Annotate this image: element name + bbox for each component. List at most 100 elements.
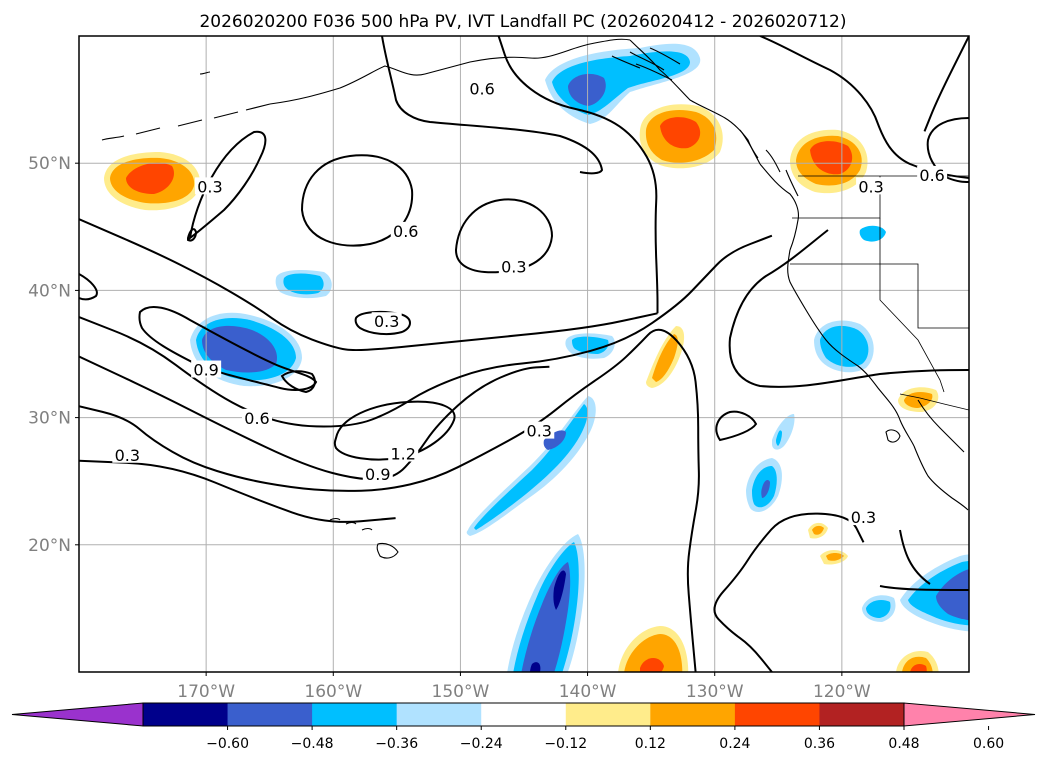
colorbar-tick-label-1: −0.48 — [291, 736, 334, 752]
contour-0-3-west-edge — [79, 273, 98, 301]
political-borders — [790, 175, 969, 411]
neg-anomaly-small-north-mid — [283, 273, 324, 295]
colorbar-tick-label-5: 0.12 — [635, 736, 666, 752]
contour-label-bg-0 — [467, 79, 498, 97]
channel-islands — [885, 429, 901, 443]
contour-0-6-southeast — [879, 529, 969, 591]
coastlines — [101, 38, 969, 559]
pos-anomaly-south-east-core — [910, 664, 927, 672]
contour-0-6-closed-small — [354, 310, 411, 336]
colorbar-frame — [142, 702, 905, 727]
alaska-islands — [611, 47, 681, 81]
lon-tick-label-4: 130°W — [686, 682, 744, 702]
colorbar-segment-1 — [227, 703, 313, 726]
neg-anomaly-mexico-coast-core — [936, 569, 969, 621]
lat-tick-label-3: 20°N — [28, 536, 71, 556]
bc-islands — [739, 129, 799, 197]
contour-label-bg-8 — [388, 444, 419, 462]
contour-label-bg-7 — [524, 421, 555, 439]
contour-label-10: 0.3 — [115, 446, 140, 465]
lon-tick-label-3: 140°W — [559, 682, 617, 702]
contour-label-11: 0.3 — [858, 177, 883, 196]
alaska-coastline — [269, 38, 631, 105]
colorbar-segment-8 — [819, 703, 905, 726]
pv-closed-contours — [79, 36, 969, 591]
pos-anomaly-south-mid — [624, 634, 683, 672]
contour-label-bg-10 — [112, 445, 143, 463]
neg-anomaly-southern-streak-deep — [553, 570, 566, 610]
contour-label-1: 0.3 — [197, 177, 222, 196]
contour-label-bg-4 — [371, 312, 402, 330]
contour-label-bg-2 — [390, 221, 421, 239]
pos-anomaly-small-streak-mid — [652, 334, 678, 382]
neg-anomaly-mexico-west-mid — [866, 600, 891, 618]
lat-tick-label-1: 40°N — [28, 281, 71, 301]
pv-contour-line-7 — [923, 36, 969, 132]
contour-label-bg-3 — [498, 257, 529, 275]
neg-anomaly-california-mid — [820, 325, 869, 367]
washington-oregon-border — [792, 176, 881, 219]
us-west-coastline — [787, 249, 915, 447]
colorbar-tick-label-7: 0.36 — [804, 736, 835, 752]
contour-0-3-sw-tiny — [187, 228, 198, 242]
contour-label-7: 0.3 — [527, 422, 552, 441]
pv-contours — [79, 36, 969, 672]
contour-0-3-closed-central — [454, 198, 554, 274]
contour-label-8: 1.2 — [390, 444, 415, 463]
contour-label-0: 0.6 — [469, 79, 494, 98]
colorbar-tick-label-6: 0.24 — [719, 736, 750, 752]
colorbar-extend-high — [903, 702, 1036, 727]
colorbar-extend-low — [11, 702, 144, 727]
colorbar-segment-0 — [143, 703, 229, 726]
contour-label-5: 0.9 — [193, 361, 218, 380]
colorbar-segment-5 — [565, 703, 651, 726]
colorbar-segment-3 — [396, 703, 482, 726]
map-layer: 0.60.30.60.30.30.90.60.31.20.90.30.30.60… — [79, 36, 969, 672]
contour-0-3-closed-west — [188, 130, 267, 241]
contour-label-9: 0.9 — [365, 465, 390, 484]
colorbar: −0.60 −0.48 −0.36 −0.24 −0.12 0.12 0.24 0.36 0.4… — [11, 702, 1036, 752]
contour-0-3-east-loop — [728, 229, 969, 388]
contour-label-bg-12 — [917, 165, 948, 183]
neg-anomaly-gulf-of-alaska-core — [568, 73, 606, 106]
lon-tick-label-1: 160°W — [304, 682, 362, 702]
pos-anomaly-tiny-1-mid — [812, 525, 824, 535]
contour-label-6: 0.6 — [244, 409, 269, 428]
contour-label-4: 0.3 — [374, 312, 399, 331]
contour-0-6-east-edge — [926, 117, 969, 183]
colorbar-tick-label-2: −0.36 — [375, 736, 418, 752]
contour-label-bg-13 — [848, 508, 879, 526]
lon-tick-label-0: 170°W — [177, 682, 235, 702]
neg-anomaly-southern-streak-deep-2 — [529, 662, 541, 672]
contour-label-2: 0.6 — [393, 222, 418, 241]
neg-anomaly-baja-west-core — [761, 480, 770, 498]
baja-peninsula — [913, 399, 969, 511]
canada-coastline — [759, 163, 799, 251]
contour-0-6-closed-north — [300, 154, 414, 247]
neg-anomaly-diagonal-streak-mid — [474, 404, 588, 530]
colorbar-tick-label-3: −0.24 — [460, 736, 503, 752]
aleutian-islands — [101, 71, 271, 141]
pos-anomaly-western-pacific-core — [126, 162, 174, 194]
pv-contour-line-1 — [497, 36, 659, 314]
pv-contour-line-2 — [79, 234, 773, 428]
lon-tick-label-2: 150°W — [432, 682, 490, 702]
contour-0-3-pacific-south — [715, 410, 758, 442]
contour-label-12: 0.6 — [919, 166, 944, 185]
pv-contour-line-5 — [79, 459, 396, 523]
contour-1-2-closed — [333, 400, 456, 461]
neg-anomaly-small-east-mid — [572, 336, 609, 354]
pv-contour-line-0 — [79, 218, 658, 352]
contour-label-13: 0.3 — [851, 508, 876, 527]
contour-0-3-north-sea — [381, 36, 604, 175]
map-frame — [78, 35, 970, 673]
contour-label-bg-5 — [191, 360, 222, 378]
contour-0-3-small-loop — [280, 370, 316, 394]
axis-ticks: 170°W 160°W 150°W 140°W 130°W 120°W 50°N 40°N 30… — [28, 154, 871, 702]
colorbar-segment-2 — [312, 703, 398, 726]
colorbar-tick-label-4: −0.12 — [544, 736, 587, 752]
colorbar-tick-label-9: 0.60 — [973, 736, 1004, 752]
contour-label-3: 0.3 — [501, 258, 526, 277]
contour-label-bg-1 — [194, 177, 225, 195]
california-nevada-diagonal — [879, 264, 945, 393]
